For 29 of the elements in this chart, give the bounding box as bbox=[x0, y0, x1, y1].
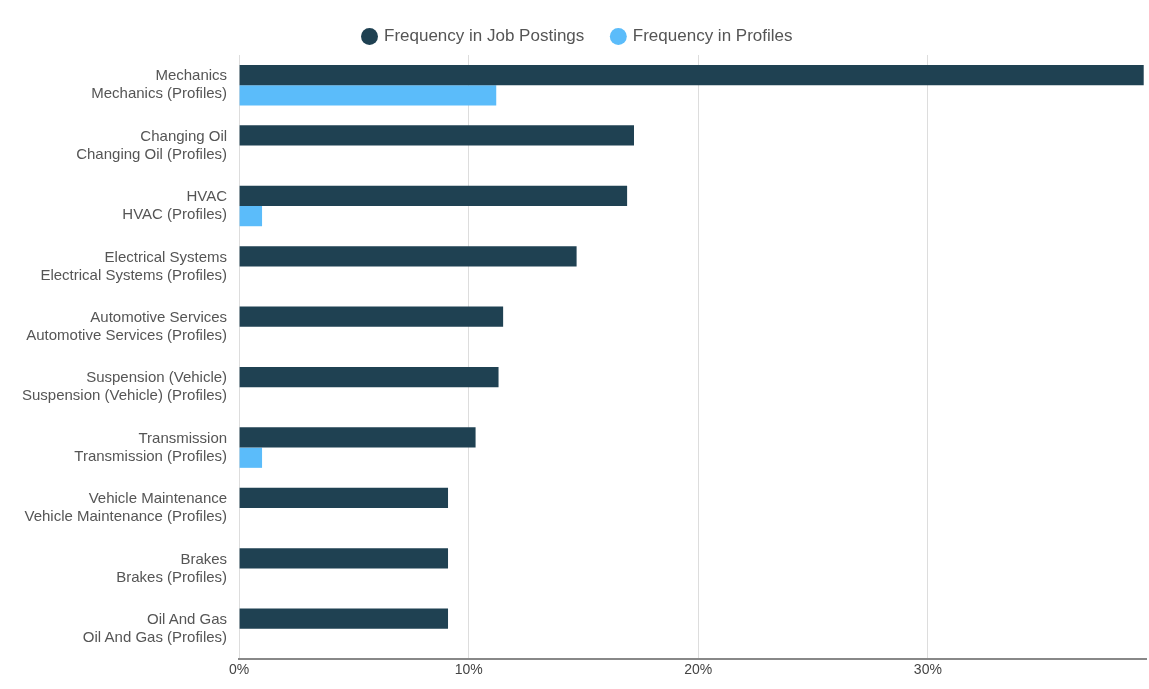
bar bbox=[239, 206, 263, 227]
x-tick-label: 0% bbox=[228, 661, 250, 678]
x-tick-label: 30% bbox=[913, 661, 942, 678]
y-tick-label: Electrical Systems Electrical Systems (Profiles) bbox=[40, 247, 228, 283]
legend-label: Frequency in Job Postings bbox=[383, 26, 585, 46]
y-tick-label: Suspension (Vehicle) Suspension (Vehicle) (Profiles) bbox=[22, 368, 228, 404]
bar bbox=[239, 85, 497, 106]
y-tick-label: Mechanics Mechanics (Profiles) bbox=[91, 66, 228, 102]
y-tick-label: Oil And Gas Oil And Gas (Profiles) bbox=[82, 609, 228, 645]
bar bbox=[239, 548, 449, 569]
bar bbox=[239, 366, 499, 388]
y-tick-label: Vehicle Maintenance Vehicle Maintenance (Profiles) bbox=[24, 489, 228, 525]
y-tick-label: HVAC HVAC (Profiles) bbox=[122, 187, 228, 223]
bar bbox=[239, 64, 1144, 86]
y-tick-label: Transmission Transmission (Profiles) bbox=[74, 428, 228, 464]
legend-label: Frequency in Profiles bbox=[632, 26, 793, 46]
bar bbox=[239, 185, 628, 206]
x-tick-label: 20% bbox=[684, 661, 713, 678]
bar bbox=[239, 306, 504, 327]
bar bbox=[239, 125, 634, 146]
y-tick-label: Automotive Services Automotive Services (Profiles) bbox=[26, 307, 228, 343]
bar bbox=[239, 608, 449, 629]
bar bbox=[239, 447, 263, 468]
x-tick-label: 10% bbox=[454, 661, 483, 678]
y-tick-label: Brakes Brakes (Profiles) bbox=[116, 549, 228, 585]
bar bbox=[239, 427, 476, 448]
bar bbox=[239, 487, 449, 508]
bar bbox=[239, 246, 577, 267]
y-tick-label: Changing Oil Changing Oil (Profiles) bbox=[76, 126, 228, 162]
